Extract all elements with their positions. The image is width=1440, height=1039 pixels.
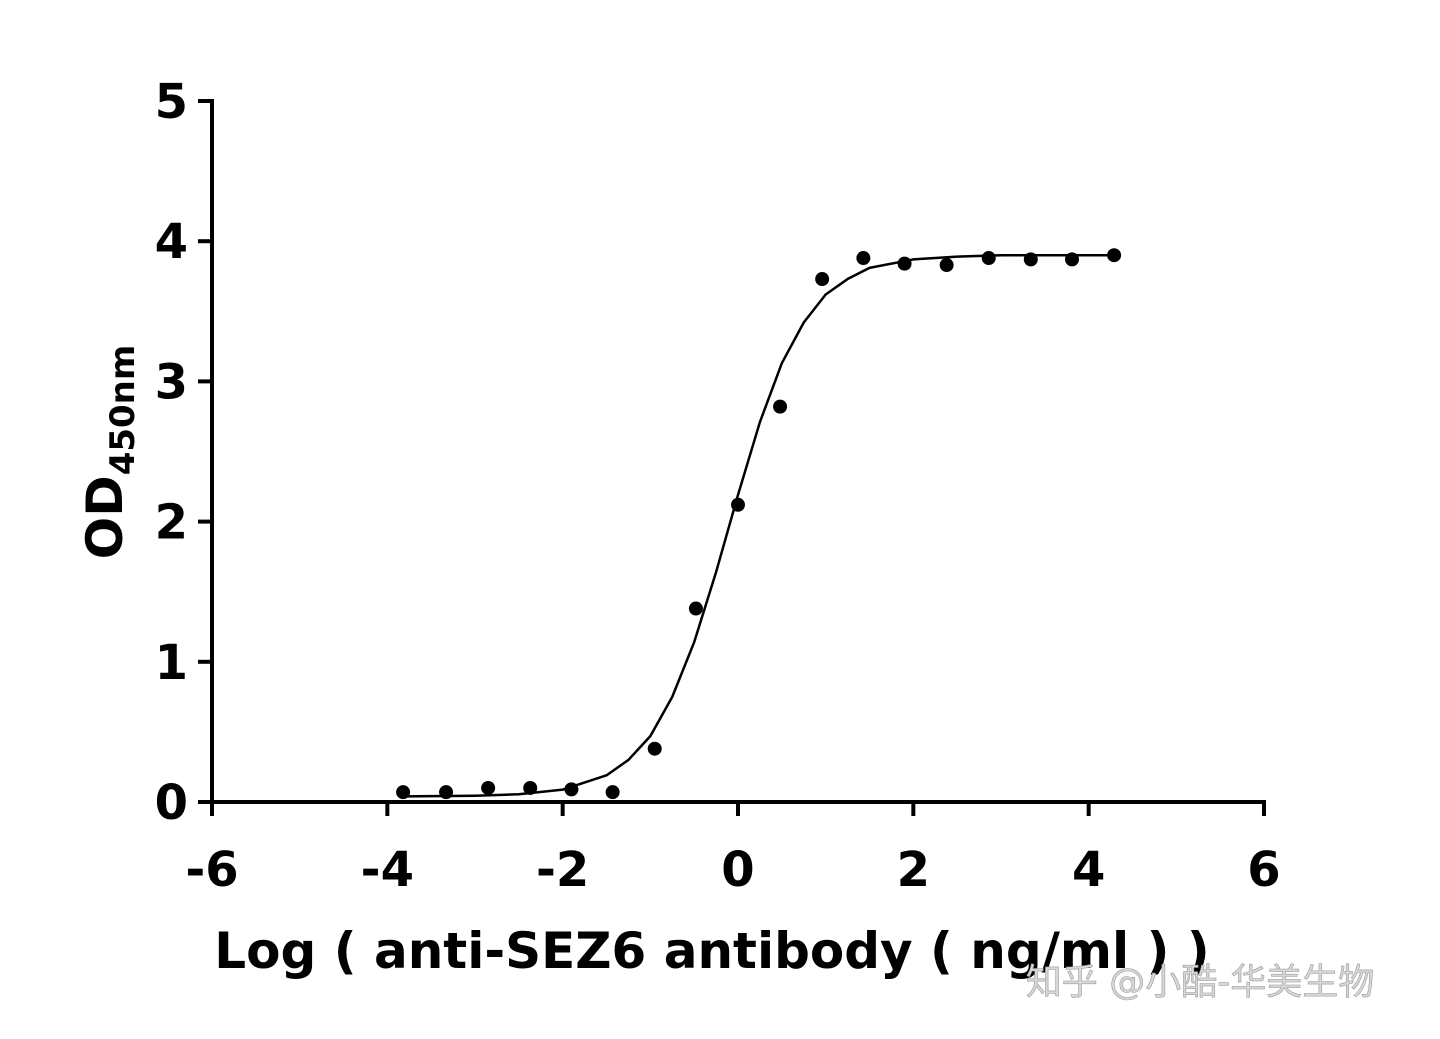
data-point (939, 258, 954, 273)
watermark: 知乎 @小酷-华美生物 (1026, 962, 1374, 1003)
data-point (688, 601, 703, 616)
x-tick-label: -2 (536, 842, 589, 898)
data-point (773, 399, 788, 414)
data-point (897, 256, 912, 271)
x-tick-label: 2 (897, 842, 930, 898)
x-tick-label: -4 (361, 842, 414, 898)
y-tick-label: 4 (155, 214, 188, 270)
y-tick-label: 0 (155, 775, 188, 831)
data-point (815, 272, 830, 287)
data-point (605, 785, 620, 800)
data-point (981, 251, 996, 266)
y-tick-label: 1 (155, 635, 188, 691)
x-tick-label: 0 (721, 842, 754, 898)
fit-curve (404, 253, 1115, 798)
data-point (481, 780, 496, 795)
y-tick-label: 5 (155, 74, 188, 130)
y-axis-title: OD450nm (76, 345, 143, 560)
data-point (647, 741, 662, 756)
y-tick-label: 2 (155, 495, 188, 551)
x-axis-title: Log ( anti-SEZ6 antibody ( ng/ml ) ) (214, 922, 1209, 980)
x-tick-label: 6 (1247, 842, 1280, 898)
x-tick-label: -6 (185, 842, 238, 898)
x-tick-label: 4 (1072, 842, 1105, 898)
data-point (856, 251, 871, 266)
y-label-main: OD (76, 475, 134, 559)
y-tick-label: 3 (155, 354, 188, 410)
y-label: OD450nm (76, 345, 143, 560)
y-label-sub: 450nm (103, 345, 143, 476)
